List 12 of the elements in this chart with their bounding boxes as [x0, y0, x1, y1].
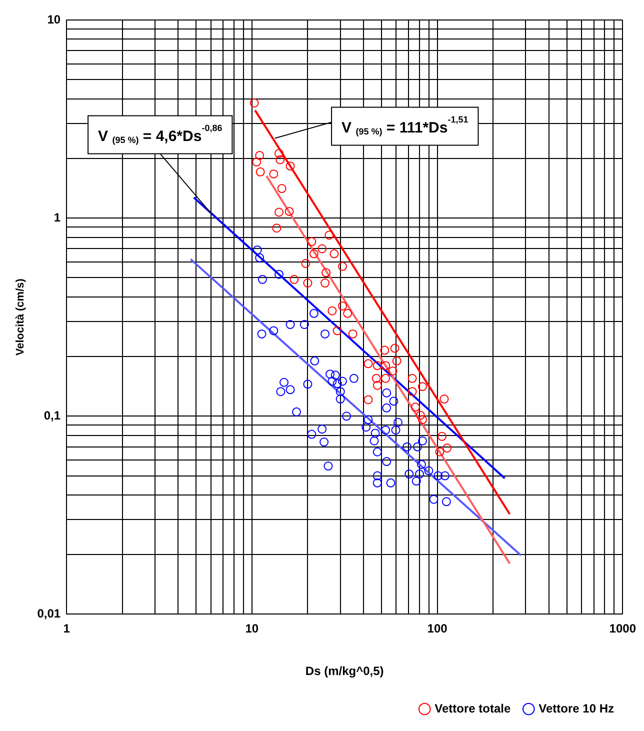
legend-label: Vettore 10 Hz — [538, 701, 614, 716]
y-axis-title: Velocità (cm/s) — [14, 278, 27, 356]
x-axis-title: Ds (m/kg^0,5) — [305, 664, 384, 678]
y-tick-label: 1 — [54, 210, 61, 224]
y-tick-label: 0,01 — [37, 606, 61, 621]
x-tick-label: 1 — [63, 622, 70, 636]
x-tick-label: 100 — [427, 622, 448, 636]
x-tick-label: 1000 — [609, 622, 636, 636]
y-tick-label: 10 — [47, 12, 61, 26]
x-tick-label: 10 — [245, 622, 259, 636]
y-tick-label: 0,1 — [44, 408, 61, 422]
legend-label: Vettore totale — [434, 701, 511, 716]
